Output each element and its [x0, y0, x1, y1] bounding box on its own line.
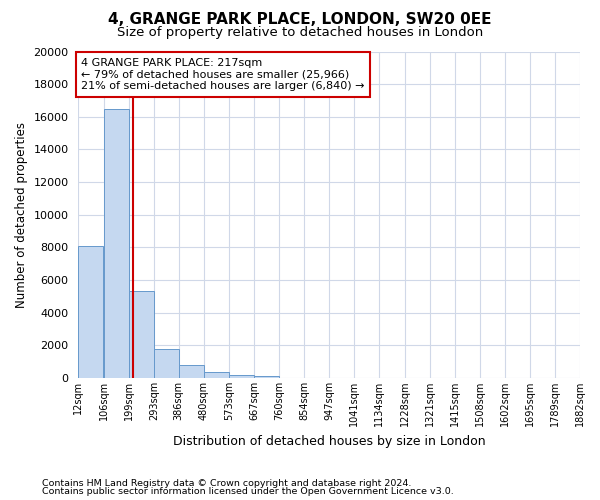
Text: Contains HM Land Registry data © Crown copyright and database right 2024.: Contains HM Land Registry data © Crown c… — [42, 478, 412, 488]
X-axis label: Distribution of detached houses by size in London: Distribution of detached houses by size … — [173, 434, 485, 448]
Bar — [79, 246, 103, 378]
Bar — [254, 376, 279, 378]
Text: 4 GRANGE PARK PLACE: 217sqm
← 79% of detached houses are smaller (25,966)
21% of: 4 GRANGE PARK PLACE: 217sqm ← 79% of det… — [81, 58, 365, 91]
Text: 4, GRANGE PARK PLACE, LONDON, SW20 0EE: 4, GRANGE PARK PLACE, LONDON, SW20 0EE — [108, 12, 492, 28]
Bar — [154, 350, 179, 378]
Text: Contains public sector information licensed under the Open Government Licence v3: Contains public sector information licen… — [42, 487, 454, 496]
Bar — [229, 374, 254, 378]
Y-axis label: Number of detached properties: Number of detached properties — [15, 122, 28, 308]
Bar — [128, 292, 154, 378]
Bar — [204, 372, 229, 378]
Bar — [179, 365, 203, 378]
Text: Size of property relative to detached houses in London: Size of property relative to detached ho… — [117, 26, 483, 39]
Bar — [104, 108, 128, 378]
